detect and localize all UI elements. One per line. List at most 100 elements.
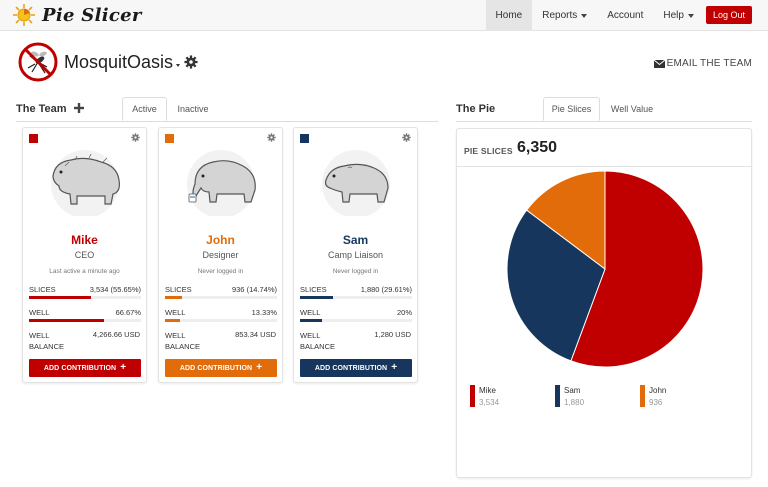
company-name: MosquitOasis [64,52,174,72]
well-label: WELL [29,308,50,317]
plus-icon: + [391,362,398,373]
legend-swatch [470,385,475,407]
member-color-swatch [29,134,38,143]
caret-down-icon [176,64,181,67]
well-balance-label: WELL BALANCE [300,330,335,352]
pie-total-label: PIE SLICES [464,146,513,156]
slices-bar-track [300,296,412,299]
member-role: Designer [202,250,239,260]
member-name: John [206,233,235,247]
well-balance-label-line1: WELL [300,331,321,340]
nav-reports-label: Reports [542,10,578,21]
well-balance-label-line2: BALANCE [300,342,336,351]
nav-reports[interactable]: Reports [532,0,597,31]
nav-help-label: Help [663,10,684,21]
nav-account[interactable]: Account [607,10,644,21]
member-card-sam: Sam Camp Liaison Never logged in SLICES … [293,127,418,383]
slices-row: SLICES 3,534 (55.65%) [29,285,141,294]
plus-icon: + [120,362,127,373]
add-contribution-button[interactable]: ADD CONTRIBUTION + [300,359,412,377]
well-bar-track [300,319,412,322]
member-color-swatch [300,134,309,143]
slices-bar-fill [29,296,92,299]
sun-logo-icon [13,4,35,26]
member-name: Sam [342,233,369,247]
tab-active[interactable]: Active [122,97,167,121]
slices-bar-track [165,296,277,299]
company-switcher[interactable]: MosquitOasis [64,52,181,73]
well-balance-label-line2: BALANCE [29,342,65,351]
avatar [51,150,120,216]
team-title: The Team [16,103,67,115]
pie-title: The Pie [456,103,496,115]
slices-bar-fill [300,296,334,299]
gear-icon[interactable] [131,133,140,142]
add-contribution-label: ADD CONTRIBUTION [314,364,388,372]
slices-value: 3,534 (55.65%) [89,285,141,294]
member-last-active: Never logged in [332,268,379,275]
pie-slice-mike[interactable] [570,170,704,368]
member-last-active: Last active a minute ago [49,268,120,275]
app-name: Pie Slicer [42,4,142,26]
well-value: 13.33% [251,308,277,317]
member-role: Camp Liaison [327,250,384,260]
member-name: Mike [71,233,98,247]
gear-icon[interactable] [402,133,411,142]
tab-pie-slices[interactable]: Pie Slices [543,97,600,121]
top-navbar: Pie Slicer Home Reports Account Help Log… [0,0,768,31]
slices-row: SLICES 1,880 (29.61%) [300,285,412,294]
nav-menu: Home Reports Account Help Log Out [485,0,768,31]
pie-tabs-divider [456,121,752,122]
avatar [187,150,256,216]
member-color-swatch [165,134,174,143]
tab-well-value[interactable]: Well Value [610,104,654,114]
add-contribution-button[interactable]: ADD CONTRIBUTION + [165,359,277,377]
well-label: WELL [300,308,321,317]
well-label: WELL [165,308,186,317]
tab-inactive[interactable]: Inactive [177,104,209,114]
well-bar-track [29,319,141,322]
company-logo [18,42,58,82]
member-role: CEO [74,250,95,260]
logout-button[interactable]: Log Out [705,6,752,24]
avatar [322,150,390,216]
add-contribution-button[interactable]: ADD CONTRIBUTION + [29,359,141,377]
well-balance-label-line1: WELL [165,331,186,340]
well-row: WELL 13.33% [165,308,277,317]
well-row: WELL 66.67% [29,308,141,317]
add-contribution-label: ADD CONTRIBUTION [43,364,117,372]
well-row: WELL 20% [300,308,412,317]
slices-row: SLICES 936 (14.74%) [165,285,277,294]
well-balance-value: 4,266.66 USD [92,330,140,339]
legend-name: John [649,386,667,395]
slices-bar-track [29,296,141,299]
add-contribution-label: ADD CONTRIBUTION [179,364,253,372]
gear-icon[interactable] [267,133,276,142]
well-bar-fill [165,319,180,322]
chevron-down-icon [581,13,588,18]
company-settings-gear-icon[interactable] [184,55,198,69]
slices-value: 936 (14.74%) [231,285,277,294]
well-bar-fill [29,319,104,322]
legend-name: Mike [479,386,496,395]
slices-label: SLICES [29,285,56,294]
pie-slice-sam[interactable] [506,209,606,362]
member-card-mike: Mike CEO Last active a minute ago SLICES… [22,127,147,383]
well-balance-label: WELL BALANCE [29,330,64,352]
nav-home[interactable]: Home [485,0,533,31]
plus-icon: + [256,362,263,373]
app-logo[interactable]: Pie Slicer [12,3,142,27]
well-bar-fill [300,319,323,322]
pie-slice-john[interactable] [525,170,606,271]
pie-panel: PIE SLICES 6,350 Mike 3,534 Sam 1,880 John 93… [456,128,752,478]
add-member-plus-icon[interactable] [74,103,84,113]
legend-name: Sam [564,386,581,395]
email-team-link[interactable]: EMAIL THE TEAM [653,58,752,69]
nav-help[interactable]: Help [653,0,704,31]
slices-label: SLICES [165,285,192,294]
team-tabs-divider [16,121,438,122]
pie-chart [506,170,704,368]
well-balance-label-line2: BALANCE [165,342,201,351]
email-team-label: EMAIL THE TEAM [666,58,752,69]
chevron-down-icon [687,13,694,18]
